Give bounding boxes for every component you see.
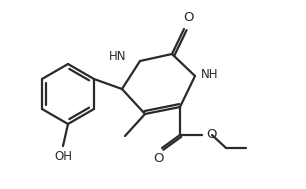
Text: OH: OH <box>54 150 72 163</box>
Text: O: O <box>206 128 217 140</box>
Text: HN: HN <box>109 50 126 64</box>
Text: NH: NH <box>201 67 218 81</box>
Text: O: O <box>153 152 163 165</box>
Text: O: O <box>183 11 193 24</box>
